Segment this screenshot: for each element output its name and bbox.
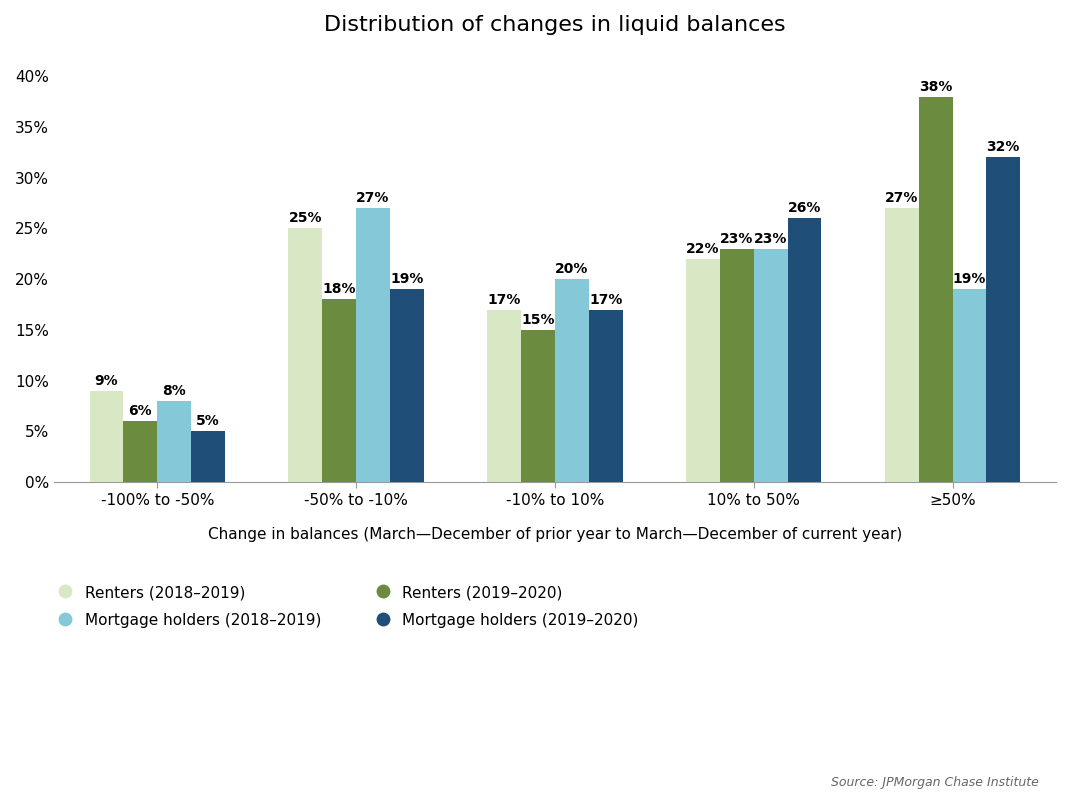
Text: 20%: 20% bbox=[555, 262, 589, 276]
Bar bbox=[322, 300, 356, 482]
Text: Source: JPMorgan Chase Institute: Source: JPMorgan Chase Institute bbox=[831, 776, 1039, 789]
Bar bbox=[522, 330, 555, 482]
Text: 27%: 27% bbox=[886, 191, 919, 205]
Bar bbox=[885, 208, 919, 482]
Legend: Renters (2018–2019), Mortgage holders (2018–2019), Renters (2019–2020), Mortgage: Renters (2018–2019), Mortgage holders (2… bbox=[51, 579, 645, 634]
Title: Distribution of changes in liquid balances: Distribution of changes in liquid balanc… bbox=[325, 15, 786, 35]
Text: 22%: 22% bbox=[687, 242, 720, 256]
Bar bbox=[288, 228, 322, 482]
Text: 15%: 15% bbox=[522, 313, 555, 327]
Bar bbox=[90, 391, 123, 482]
Text: 17%: 17% bbox=[589, 292, 622, 307]
Bar bbox=[787, 219, 821, 482]
Text: 27%: 27% bbox=[357, 191, 390, 205]
Bar bbox=[356, 208, 390, 482]
Text: 17%: 17% bbox=[487, 292, 521, 307]
Bar bbox=[123, 421, 157, 482]
Text: 38%: 38% bbox=[919, 79, 952, 94]
Text: 5%: 5% bbox=[196, 414, 220, 429]
Bar bbox=[687, 259, 720, 482]
Text: 23%: 23% bbox=[754, 231, 787, 246]
Bar bbox=[157, 401, 191, 482]
Bar bbox=[952, 289, 986, 482]
Text: 25%: 25% bbox=[289, 211, 322, 225]
Bar bbox=[390, 289, 424, 482]
Bar bbox=[487, 310, 522, 482]
Text: 18%: 18% bbox=[322, 283, 356, 296]
Text: 19%: 19% bbox=[953, 272, 986, 286]
Text: 6%: 6% bbox=[129, 405, 152, 418]
Bar bbox=[919, 97, 952, 482]
Text: 23%: 23% bbox=[720, 231, 754, 246]
Bar bbox=[986, 158, 1021, 482]
Bar bbox=[720, 249, 754, 482]
Text: 9%: 9% bbox=[94, 374, 119, 388]
Bar bbox=[191, 432, 225, 482]
Bar bbox=[589, 310, 622, 482]
Text: 32%: 32% bbox=[986, 140, 1020, 155]
Text: 19%: 19% bbox=[390, 272, 423, 286]
Text: 26%: 26% bbox=[788, 201, 821, 215]
Text: 8%: 8% bbox=[163, 384, 186, 398]
Bar bbox=[754, 249, 787, 482]
X-axis label: Change in balances (March—December of prior year to March—December of current ye: Change in balances (March—December of pr… bbox=[208, 527, 902, 542]
Bar bbox=[555, 280, 589, 482]
